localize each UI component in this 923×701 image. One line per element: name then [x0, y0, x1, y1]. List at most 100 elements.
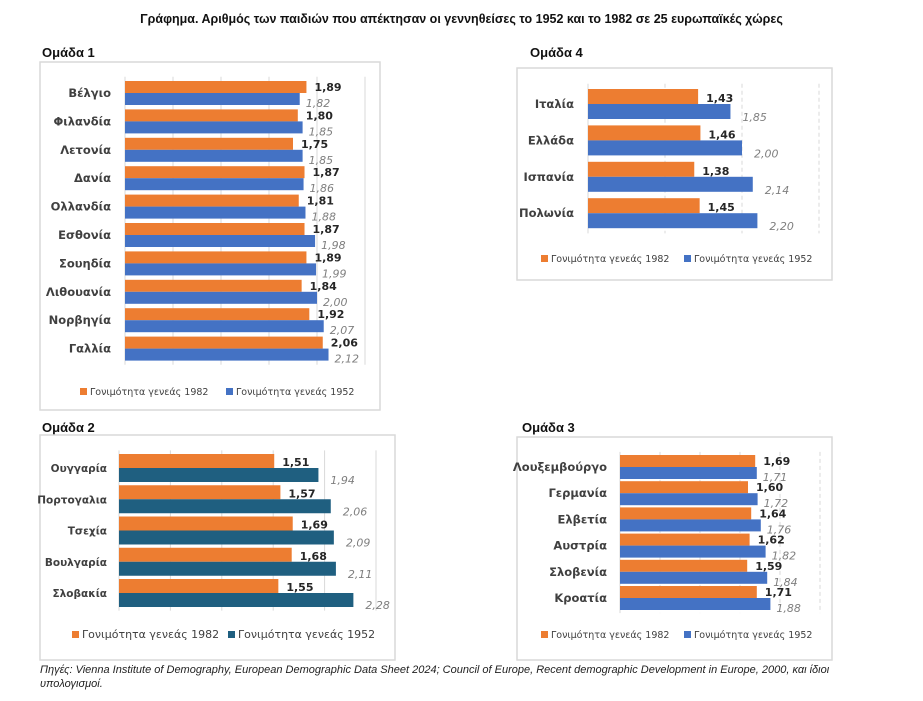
category-label: Πολωνία	[519, 206, 574, 220]
data-label-1952: 1,86	[310, 182, 335, 195]
data-label-1982: 1,87	[313, 166, 340, 179]
category-label: Φιλανδία	[53, 114, 111, 128]
data-label-1952: 1,99	[322, 267, 347, 280]
bar-1952	[125, 235, 316, 247]
data-label-1982: 1,68	[300, 550, 327, 563]
data-label-1982: 1,45	[708, 201, 735, 214]
bar-1982	[125, 223, 305, 235]
bar-1952	[119, 530, 334, 545]
category-label: Γερμανία	[548, 486, 607, 500]
bar-1952	[125, 263, 317, 276]
data-label-1982: 1,84	[310, 280, 337, 293]
bar-1952	[620, 519, 761, 532]
data-label-1982: 1,75	[301, 138, 328, 151]
bar-1982	[620, 586, 757, 598]
bar-1952	[588, 213, 758, 229]
bar-1982	[119, 454, 275, 468]
data-label-1982: 1,89	[314, 251, 341, 264]
data-label-1982: 1,46	[708, 128, 735, 141]
category-label: Σλοβενία	[549, 565, 607, 579]
bar-1952	[125, 206, 306, 219]
data-label-1952: 2,00	[754, 147, 779, 160]
legend-label: Γονιμότητα γενεάς 1982	[551, 630, 669, 641]
legend-label: Γονιμότητα γενεάς 1952	[238, 628, 375, 641]
chart-title: Ομάδα 4	[530, 45, 584, 60]
data-label-1982: 1,43	[706, 92, 733, 105]
data-label-1982: 1,87	[313, 223, 340, 236]
bar-1982	[588, 161, 695, 177]
bar-1952	[620, 571, 768, 584]
bar-1982	[119, 547, 292, 562]
category-label: Λιθουανία	[46, 285, 111, 299]
category-label: Ουγγαρία	[51, 463, 107, 475]
data-label-1982: 1,60	[756, 481, 783, 494]
bar-1982	[588, 198, 700, 214]
bar-1982	[588, 89, 699, 104]
bar-1982	[119, 485, 281, 500]
legend-label: Γονιμότητα γενεάς 1952	[236, 387, 354, 398]
category-label: Πορτογαλια	[37, 494, 107, 506]
bar-1952	[620, 493, 758, 506]
data-label-1952: 1,98	[321, 239, 346, 252]
legend-swatch-0	[541, 255, 548, 262]
data-label-1982: 1,57	[288, 487, 315, 500]
data-label-1982: 1,51	[282, 456, 309, 469]
category-label: Ιταλία	[535, 97, 574, 111]
data-label-1982: 1,62	[758, 534, 785, 547]
category-label: Τσεχία	[68, 526, 107, 538]
bar-1952	[125, 291, 317, 304]
bar-1952	[620, 545, 766, 558]
data-label-1952: 1,85	[309, 125, 334, 138]
bar-1952	[125, 121, 303, 134]
bar-1952	[119, 593, 354, 607]
category-label: Ισπανία	[524, 170, 575, 184]
legend-swatch-1	[226, 388, 233, 395]
data-label-1982: 1,89	[314, 81, 341, 94]
bar-1982	[125, 109, 298, 122]
category-label: Κροατία	[554, 591, 607, 605]
bar-1982	[620, 507, 752, 520]
data-label-1952: 1,72	[764, 497, 789, 510]
bar-1952	[125, 348, 329, 361]
legend-swatch-1	[228, 631, 235, 638]
legend-label: Γονιμότητα γενεάς 1952	[694, 630, 812, 641]
data-label-1982: 1,80	[306, 109, 333, 122]
category-label: Αυστρία	[553, 539, 607, 553]
legend-swatch-1	[684, 631, 691, 638]
bar-1952	[620, 467, 757, 479]
bar-1952	[588, 104, 731, 119]
chart-group-3: Ομάδα 4 Ιταλία 1,43 1,85 Ελλάδα 1,46 2,00 Ισπαν…	[516, 45, 833, 281]
bar-1952	[125, 320, 324, 333]
data-label-1952: 2,09	[346, 537, 371, 550]
data-label-1952: 1,84	[773, 576, 798, 589]
bar-1982	[620, 559, 748, 572]
data-label-1952: 2,07	[330, 324, 355, 337]
legend-label: Γονιμότητα γενεάς 1982	[82, 628, 219, 641]
data-label-1982: 2,06	[331, 337, 358, 350]
category-label: Γαλλία	[69, 342, 111, 356]
data-label-1952: 2,12	[335, 353, 360, 366]
bar-1952	[588, 176, 753, 192]
bar-1982	[125, 336, 323, 349]
category-label: Ελλάδα	[528, 133, 574, 147]
bar-1982	[125, 251, 307, 264]
bar-1982	[125, 137, 293, 150]
bar-1952	[588, 140, 742, 156]
bar-1982	[125, 166, 305, 179]
chart-title: Ομάδα 2	[42, 420, 95, 435]
bar-1982	[588, 125, 701, 141]
data-label-1952: 2,11	[348, 568, 373, 581]
source-note: Πηγές: Vienna Institute of Demography, E…	[40, 664, 830, 690]
data-label-1952: 1,88	[776, 602, 801, 615]
chart-title: Ομάδα 3	[522, 420, 575, 435]
data-label-1952: 2,14	[765, 184, 790, 197]
bar-1952	[620, 598, 771, 610]
bar-1982	[125, 194, 299, 207]
legend-swatch-0	[541, 631, 548, 638]
page-title: Γράφημα. Αριθμός των παιδιών που απέκτησ…	[140, 12, 783, 26]
data-label-1952: 1,85	[742, 111, 767, 124]
bar-1952	[125, 178, 304, 191]
category-label: Νορβηγία	[49, 313, 111, 327]
chart-group-2: Ομάδα 2 Ουγγαρία 1,51 1,94 Πορτογαλια 1,57 2,0…	[37, 420, 396, 661]
